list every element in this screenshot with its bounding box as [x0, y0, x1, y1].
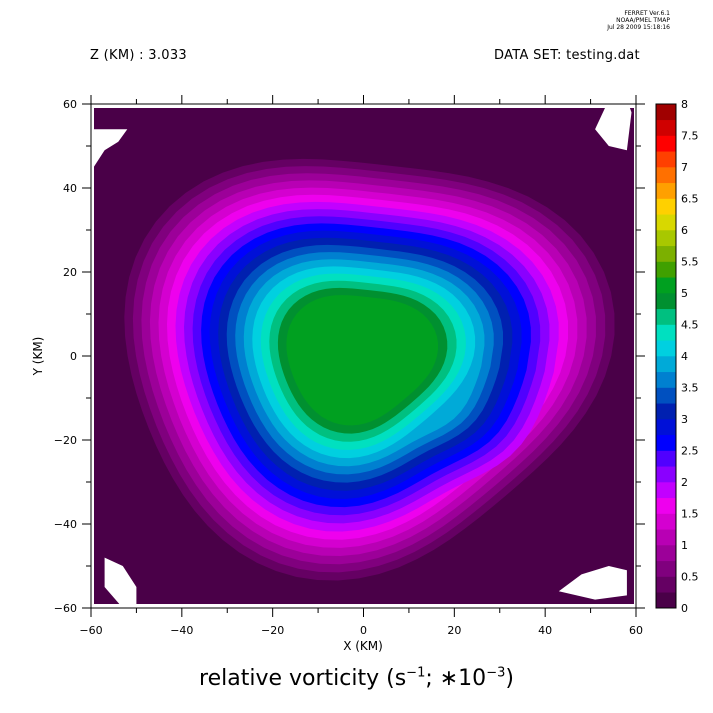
colorbar-swatch — [656, 277, 676, 294]
colorbar-label: 6 — [681, 224, 688, 237]
colorbar-swatch — [656, 324, 676, 341]
colorbar-frame — [655, 103, 677, 609]
colorbar-label: 3 — [681, 413, 688, 426]
colorbar-swatch — [656, 340, 676, 357]
title-prefix: relative vorticity (s — [199, 666, 407, 691]
colorbar-swatch — [656, 151, 676, 168]
colorbar-label: 8 — [681, 98, 688, 111]
colorbar-label: 5 — [681, 287, 688, 300]
colorbar-swatch — [656, 198, 676, 215]
colorbar-swatch — [656, 529, 676, 546]
colorbar-swatch — [656, 434, 676, 451]
colorbar-swatch — [656, 450, 676, 467]
colorbar-swatch — [656, 261, 676, 278]
missing-data-patch — [94, 129, 128, 167]
colorbar-swatch — [656, 356, 676, 373]
y-tick-label: −20 — [54, 434, 77, 447]
x-tick-label: 0 — [360, 624, 367, 637]
x-tick-label: 40 — [538, 624, 552, 637]
colorbar-swatch — [656, 371, 676, 388]
colorbar-label: 4 — [681, 350, 688, 363]
title-exponent-1: −1 — [406, 665, 426, 681]
colorbar-swatch — [656, 135, 676, 152]
y-axis: −60 −40 −20 0 20 40 60 — [54, 98, 645, 615]
colorbar-swatch — [656, 104, 676, 121]
colorbar-swatch — [656, 230, 676, 247]
title-suffix: ) — [505, 666, 514, 691]
colorbar-swatch — [656, 560, 676, 577]
stamp-line-1: FERRET Ver.6.1 — [624, 10, 670, 17]
colorbar-label: 7 — [681, 161, 688, 174]
colorbar-label: 1 — [681, 539, 688, 552]
colorbar-label: 2.5 — [681, 445, 699, 458]
y-tick-label: 60 — [63, 98, 77, 111]
colorbar-swatch — [656, 576, 676, 593]
stamp-line-3: Jul 28 2009 15:18:16 — [607, 24, 670, 31]
contour-field — [94, 108, 634, 604]
missing-data-patch — [104, 557, 137, 604]
title-exponent-2: −3 — [486, 665, 506, 681]
colorbar-swatch — [656, 482, 676, 499]
y-tick-label: 40 — [63, 182, 77, 195]
chart-title: relative vorticity (s−1; ∗10−3) — [0, 666, 713, 691]
colorbar-swatch — [656, 167, 676, 184]
colorbar-label: 2 — [681, 476, 688, 489]
colorbar-swatch — [656, 403, 676, 420]
colorbar-label: 0 — [681, 602, 688, 615]
colorbar-swatch — [656, 497, 676, 514]
colorbar-label: 1.5 — [681, 508, 699, 521]
x-tick-label: −60 — [79, 624, 102, 637]
colorbar-label: 3.5 — [681, 382, 699, 395]
colorbar-label: 0.5 — [681, 571, 699, 584]
y-axis-label: Y (KM) — [31, 337, 45, 377]
contour-band — [286, 295, 438, 426]
colorbar: 0 0.5 1 1.5 2 2.5 3 3.5 4 4.5 5 5.5 6 6.5 7 7.5 8 — [655, 98, 699, 615]
colorbar-label: 6.5 — [681, 193, 699, 206]
y-tick-label: −60 — [54, 602, 77, 615]
x-tick-label: 20 — [447, 624, 461, 637]
colorbar-swatch — [656, 419, 676, 436]
colorbar-swatch — [656, 214, 676, 231]
colorbar-swatch — [656, 182, 676, 199]
x-tick-label: 60 — [629, 624, 643, 637]
colorbar-swatch — [656, 592, 676, 609]
y-tick-label: −40 — [54, 518, 77, 531]
y-tick-label: 20 — [63, 266, 77, 279]
colorbar-swatch — [656, 308, 676, 325]
colorbar-swatch — [656, 293, 676, 310]
missing-data-regions — [94, 108, 632, 604]
stamp-line-2: NOAA/PMEL TMAP — [616, 17, 670, 24]
x-tick-label: −20 — [261, 624, 284, 637]
x-tick-label: −40 — [170, 624, 193, 637]
colorbar-label: 4.5 — [681, 319, 699, 332]
y-tick-label: 0 — [70, 350, 77, 363]
colorbar-swatch — [656, 245, 676, 262]
missing-data-patch — [558, 566, 627, 600]
dataset-label: DATA SET: testing.dat — [494, 48, 640, 63]
title-mid: ; ∗10 — [425, 666, 487, 691]
z-level-label: Z (KM) : 3.033 — [90, 48, 187, 63]
colorbar-swatch — [656, 387, 676, 404]
colorbar-swatch — [656, 466, 676, 483]
missing-data-patch — [595, 108, 632, 151]
x-axis-label: X (KM) — [343, 639, 383, 653]
ferret-stamp: FERRET Ver.6.1 NOAA/PMEL TMAP Jul 28 200… — [560, 10, 670, 31]
colorbar-label: 5.5 — [681, 256, 699, 269]
colorbar-swatch — [656, 119, 676, 136]
colorbar-swatch — [656, 513, 676, 530]
colorbar-label: 7.5 — [681, 130, 699, 143]
x-axis: −60 −40 −20 0 20 40 60 — [79, 95, 643, 637]
colorbar-swatch — [656, 545, 676, 562]
